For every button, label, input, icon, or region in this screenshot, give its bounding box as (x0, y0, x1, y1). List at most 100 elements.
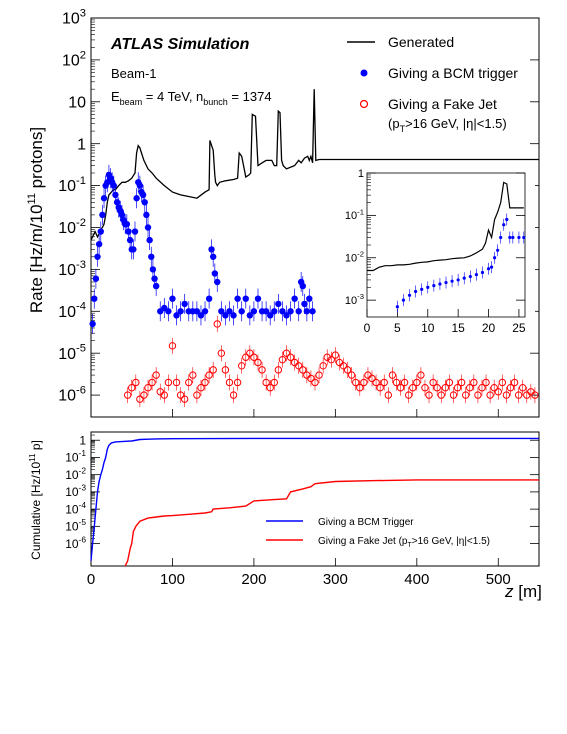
fakejet-point (519, 384, 527, 392)
fakejet-point (225, 378, 234, 387)
bcm-point (125, 228, 132, 235)
lower-legend-bcm-label: Giving a BCM Trigger (318, 517, 414, 528)
inset-bcm-point (511, 235, 515, 240)
beam-note: Beam-1 (111, 66, 157, 81)
fakejet-point (372, 378, 380, 387)
bcm-point (146, 236, 153, 244)
bcm-point (177, 308, 184, 315)
bcm-point (123, 220, 131, 228)
inset-bcm-point (493, 256, 497, 260)
fakejet-point (409, 384, 417, 392)
fakejet-point (233, 378, 242, 387)
bcm-point (144, 224, 152, 231)
inset-bcm-point (401, 298, 406, 302)
cumulative-fakejet-line (124, 479, 539, 567)
fakejet-point (482, 378, 490, 387)
bcm-point (130, 246, 137, 253)
lower-legend-fakejet-label: Giving a Fake Jet (pT>16 GeV, |η|<1.5) (318, 536, 490, 549)
fakejet-point (172, 378, 181, 387)
fakejet-point (180, 395, 189, 403)
inset-series-group (367, 181, 526, 313)
fakejet-point (429, 378, 437, 387)
bcm-point (201, 308, 209, 315)
lower-ytick-label: 10-3 (65, 483, 86, 499)
lower-ylabel-main: Cumulative [Hz/10 (29, 461, 43, 559)
bcm-point (94, 253, 101, 260)
bcm-point (89, 320, 96, 328)
fakejet-point (176, 391, 185, 399)
fakejet-point (136, 395, 144, 403)
legend-generated-label: Generated (388, 34, 454, 50)
upper-ylabel-tail: protons] (27, 127, 46, 193)
upper-ytick-label: 103 (62, 7, 86, 27)
lower-ytick-label: 10-6 (65, 534, 86, 550)
bcm-point (112, 191, 119, 199)
bcm-point (262, 308, 270, 315)
inset-bcm-point (426, 285, 430, 289)
bcm-point (287, 308, 294, 315)
cumulative-bcm-line (90, 437, 539, 561)
bcm-point (97, 228, 104, 235)
bcm-point (209, 253, 217, 260)
bcm-point (238, 308, 245, 315)
fakejet-point (315, 371, 323, 379)
inset-bcm-point (522, 235, 526, 240)
bcm-point (208, 246, 215, 253)
fakejet-point (282, 349, 291, 357)
inset-xtick-label: 15 (451, 321, 465, 335)
fakejet-point (510, 378, 519, 387)
lower-axis-ticks: 10-610-510-410-3 10-210-11 0 100 200 300 400 50… (65, 433, 539, 588)
fakejet-point (250, 353, 258, 361)
bcm-point (152, 282, 160, 290)
inset-bcm-point (486, 267, 491, 271)
upper-ytick-label: 10-1 (58, 175, 86, 195)
fakejet-point (132, 378, 140, 387)
fakejet-point (205, 371, 213, 379)
fakejet-point (396, 384, 405, 392)
inset-ytick-label: 10-2 (345, 250, 364, 265)
fakejet-point (486, 391, 494, 399)
bcm-point (139, 191, 147, 199)
fakejet-point (478, 384, 486, 392)
bcm-point (291, 295, 298, 302)
inset-bcm-point (468, 274, 472, 279)
bcm-point (222, 312, 229, 319)
fakejet-point (449, 391, 458, 399)
inset-bcm-point (474, 273, 478, 277)
lower-ytick-label: 10-2 (65, 465, 86, 481)
fakejet-point (494, 388, 502, 396)
bcm-point (309, 308, 316, 315)
fakejet-point (140, 391, 148, 399)
fakejet-point (262, 378, 270, 387)
inset-ytick-label: 10-3 (345, 292, 364, 307)
fakejet-point (213, 320, 221, 328)
fakejet-point (331, 351, 340, 359)
inset-bcm-point (456, 278, 460, 282)
fakejet-point (506, 384, 515, 392)
fakejet-point (437, 391, 445, 399)
bcm-point (91, 295, 98, 302)
fakejet-point (376, 384, 384, 392)
bcm-point (279, 308, 286, 315)
lower-series-group (90, 437, 539, 567)
fakejet-point (352, 378, 360, 387)
fakejet-point (152, 371, 160, 379)
energy-sub-beam: beam (120, 97, 143, 107)
fakejet-point (295, 362, 303, 370)
bcm-point (197, 312, 205, 319)
fakejet-point (445, 378, 454, 387)
fakejet-point (343, 366, 352, 374)
bcm-point (275, 300, 282, 308)
fakejet-point (441, 384, 450, 392)
bcm-point (149, 266, 157, 273)
fakejet-point (189, 371, 197, 379)
bcm-point (126, 236, 134, 244)
fakejet-point (209, 366, 217, 374)
upper-series-group (89, 89, 539, 408)
fakejet-point (254, 358, 262, 367)
inset-bcm-point (480, 270, 485, 275)
bcm-point (242, 295, 249, 302)
lower-xtick-label: 200 (241, 571, 266, 588)
